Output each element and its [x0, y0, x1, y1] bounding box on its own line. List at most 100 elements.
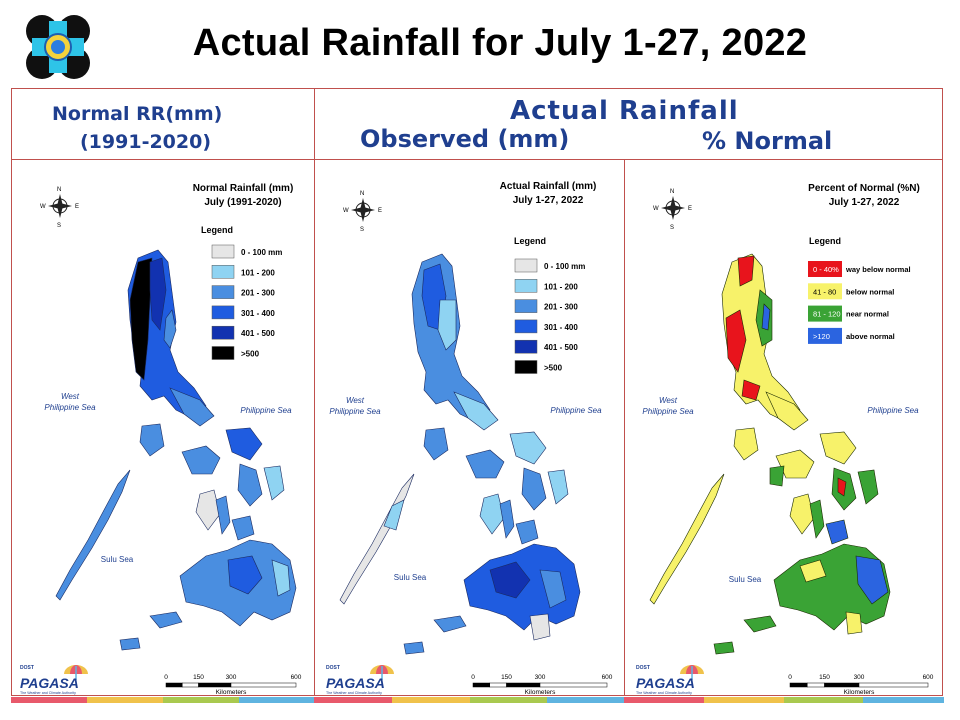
legend-swatch	[514, 279, 538, 293]
map3-legend-title: Legend	[809, 236, 841, 246]
header-observed-label: Observed (mm)	[360, 125, 570, 153]
legend-swatch	[211, 265, 235, 279]
brand-tagline-text: The Weather and Climate Authority	[20, 691, 76, 695]
footer-stripe	[239, 697, 316, 703]
map2-title-2: July 1-27, 2022	[513, 195, 584, 206]
map2-philippine-sea-label: Philippine Sea	[550, 406, 602, 415]
legend-swatch	[514, 339, 538, 354]
compass-s: S	[670, 225, 674, 231]
map3-philippine-sea-label: Philippine Sea	[867, 406, 919, 415]
legend-label: 81 - 120	[813, 310, 841, 319]
map2-scale-bar: 0 150 300 600 Kilometers	[471, 674, 613, 696]
legend-label: 0 - 100 mm	[544, 262, 585, 271]
map3-legend: Legend 0 - 40% way below normal 41 - 80 bel…	[808, 236, 911, 344]
legend-swatch	[514, 258, 538, 273]
compass-e: E	[75, 204, 79, 210]
map1-west-sea-label: Philippine Sea	[44, 403, 96, 412]
brand-small-text: DOST	[326, 665, 340, 671]
legend-swatch	[514, 299, 538, 313]
legend-swatch	[211, 346, 235, 360]
scale-tick-label: 300	[854, 674, 865, 681]
legend-label: 0 - 40%	[813, 265, 839, 274]
umbrella-icon	[370, 665, 394, 680]
mindanao-landmass	[403, 543, 581, 655]
compass-w: W	[40, 204, 46, 210]
compass-n: N	[57, 187, 61, 193]
legend-description: below normal	[846, 287, 894, 296]
legend-label: 301 - 400	[241, 309, 275, 318]
scale-tick-label: 0	[788, 674, 792, 681]
scale-tick-label: 0	[164, 674, 168, 681]
compass-rose-icon: N S W E	[653, 189, 692, 231]
legend-description: near normal	[846, 310, 889, 319]
header-normal-line1: Normal RR(mm)	[52, 103, 223, 125]
map3-west-label: West	[659, 396, 678, 405]
compass-e: E	[688, 206, 692, 212]
scale-unit-label: Kilometers	[525, 689, 556, 696]
map1-legend-title: Legend	[201, 225, 233, 235]
luzon-landmass	[411, 253, 499, 431]
visayas-islands	[465, 431, 569, 545]
brand-name-text: PAGASA	[20, 675, 79, 691]
legend-swatch	[808, 283, 842, 300]
header-normal-line2: (1991-2020)	[80, 131, 212, 153]
legend-swatch	[514, 360, 538, 374]
legend-label: 101 - 200	[241, 268, 275, 277]
footer-stripe	[783, 697, 864, 703]
brand-tagline-text: The Weather and Climate Authority	[636, 691, 692, 695]
mindanao-landmass	[119, 539, 297, 651]
compass-w: W	[343, 208, 349, 214]
compass-rose-icon: N S W E	[40, 187, 79, 229]
legend-label: 101 - 200	[544, 282, 578, 291]
legend-swatch	[211, 244, 235, 259]
map1-philippine-sea-label: Philippine Sea	[240, 406, 292, 415]
mindanao-landmass	[713, 543, 891, 655]
umbrella-icon	[64, 665, 88, 680]
map1-west-label: West	[61, 392, 80, 401]
map2-sulu-sea-label: Sulu Sea	[394, 573, 427, 582]
map2-legend: Legend 0 - 100 mm 101 - 200 201 - 300 301 -…	[514, 236, 585, 374]
legend-swatch	[808, 261, 842, 277]
compass-n: N	[670, 189, 674, 195]
compass-s: S	[57, 223, 61, 229]
legend-label: 0 - 100 mm	[241, 248, 282, 257]
pagasa-emblem-logo	[26, 15, 90, 79]
brand-small-text: DOST	[20, 665, 34, 671]
scale-segment	[858, 682, 929, 688]
map3-sulu-sea-label: Sulu Sea	[729, 575, 762, 584]
legend-label: >500	[544, 364, 563, 373]
footer-stripe	[391, 697, 470, 703]
footer-stripe	[469, 697, 548, 703]
footer-stripe	[163, 697, 240, 703]
legend-label: 301 - 400	[544, 323, 578, 332]
umbrella-icon	[680, 665, 704, 680]
legend-label: >120	[813, 332, 830, 341]
footer-stripe	[11, 697, 88, 703]
map2-title-1: Actual Rainfall (mm)	[500, 181, 597, 192]
brand-tagline-text: The Weather and Climate Authority	[326, 691, 382, 695]
western-islands	[339, 427, 449, 605]
map3-west-sea-label: Philippine Sea	[642, 407, 694, 416]
map1-scale-bar: 0 150 300 600 Kilometers	[164, 674, 302, 696]
scale-tick-label: 150	[819, 674, 830, 681]
footer-stripe	[703, 697, 784, 703]
footer-stripe	[547, 697, 626, 703]
map1-title-2: July (1991-2020)	[204, 197, 281, 208]
legend-label: >500	[241, 350, 260, 359]
scale-unit-label: Kilometers	[216, 689, 247, 696]
scale-segment	[230, 682, 297, 688]
legend-swatch	[808, 305, 842, 322]
western-islands	[55, 423, 165, 601]
compass-e: E	[378, 208, 382, 214]
compass-s: S	[360, 227, 364, 233]
compass-w: W	[653, 206, 659, 212]
legend-label: 201 - 300	[544, 303, 578, 312]
visayas-islands	[769, 431, 879, 545]
compass-rose-icon: N S W E	[343, 191, 382, 233]
scale-tick-label: 0	[471, 674, 475, 681]
legend-swatch	[211, 305, 235, 320]
